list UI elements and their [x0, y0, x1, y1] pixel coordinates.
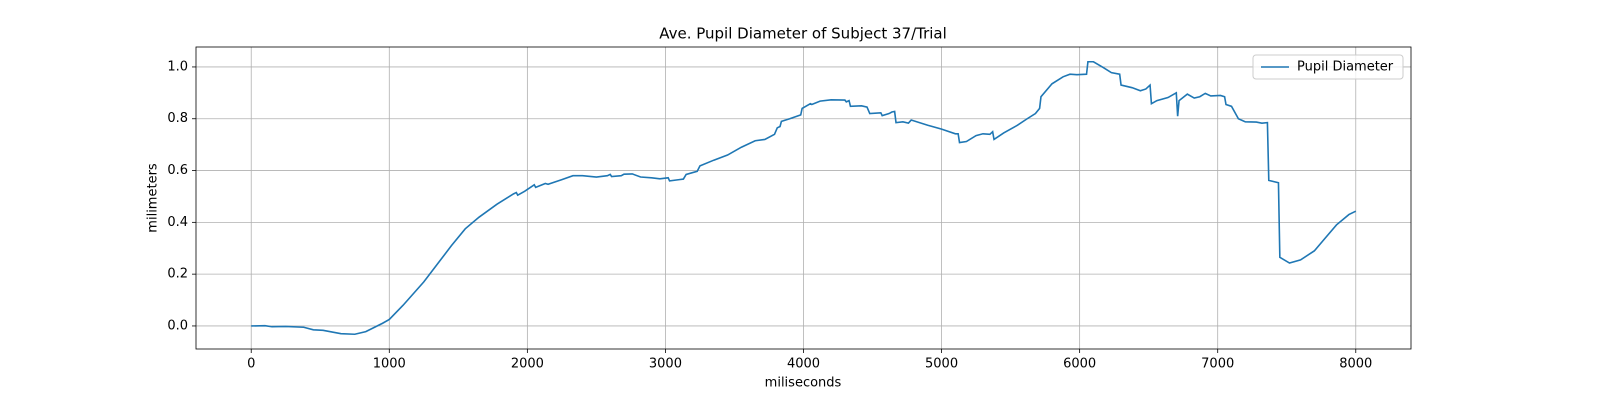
legend-box [1252, 54, 1404, 80]
data-line [251, 60, 1357, 336]
plot-frame [195, 46, 1412, 350]
x-tick-label: 0 [247, 357, 255, 372]
chart-title: Ave. Pupil Diameter of Subject 37/Trial [659, 25, 947, 43]
x-tick-label: 6000 [1063, 357, 1096, 372]
y-tick-label: 1.0 [167, 59, 188, 74]
x-tick-label: 3000 [649, 357, 682, 372]
x-axis-label: miliseconds [765, 376, 842, 391]
y-tick-label: 0.0 [167, 318, 188, 333]
y-tick-label: 0.4 [167, 215, 188, 230]
x-tick-label: 1000 [373, 357, 406, 372]
x-tick-label: 4000 [787, 357, 820, 372]
x-tick-label: 7000 [1201, 357, 1234, 372]
y-axis-label: milimeters [146, 163, 161, 233]
y-tick-label: 0.2 [167, 267, 188, 282]
y-tick-label: 0.8 [167, 111, 188, 126]
y-tick-label: 0.6 [167, 163, 188, 178]
legend-label: Pupil Diameter [1297, 60, 1394, 75]
x-tick-label: 8000 [1339, 357, 1372, 372]
x-tick-label: 2000 [511, 357, 544, 372]
x-tick-label: 5000 [925, 357, 958, 372]
